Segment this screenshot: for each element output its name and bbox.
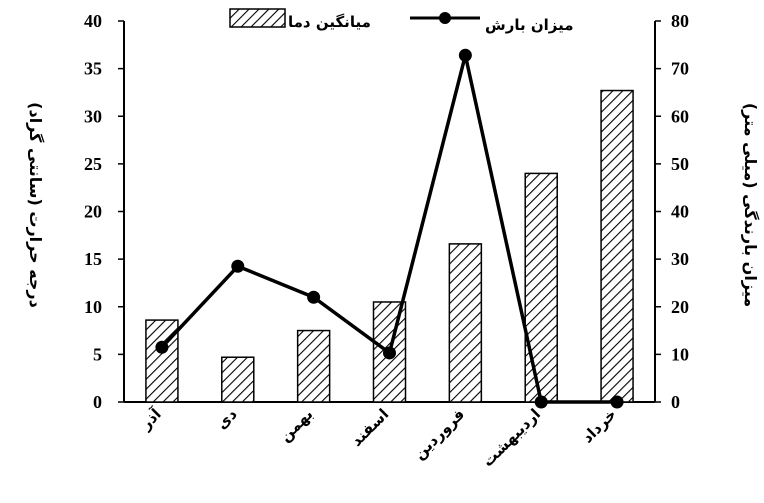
precipitation-point: [155, 340, 169, 354]
category-labels: آذر دی بهمن اسفند فروردین اردیبهشت خرداد: [136, 405, 620, 471]
left-axis-ticks: 0 5 10 15 20 25 30 35 40: [84, 11, 124, 412]
bar: [221, 356, 255, 403]
legend: میانگین دما میزان بارش: [229, 8, 574, 34]
left-tick-label: 35: [84, 59, 102, 79]
precipitation-point: [383, 346, 396, 360]
legend-line-marker: [439, 12, 451, 24]
category-label: خرداد: [578, 405, 619, 446]
category-label: دی: [213, 405, 241, 433]
precipitation-point: [231, 259, 245, 273]
right-tick-label: 20: [671, 297, 689, 317]
left-axis-title: درجه حرارت (سانتی گراد): [26, 102, 45, 308]
right-tick-label: 0: [671, 392, 680, 412]
right-tick-label: 50: [671, 154, 689, 174]
legend-bar-label: میانگین دما: [288, 13, 371, 31]
category-label: اردیبهشت: [479, 405, 544, 470]
left-tick-label: 25: [84, 154, 102, 174]
left-tick-label: 15: [84, 249, 102, 269]
left-tick-label: 40: [84, 11, 102, 31]
precipitation-point: [307, 290, 321, 304]
right-tick-label: 70: [671, 59, 689, 79]
left-tick-label: 0: [93, 392, 102, 412]
left-tick-label: 20: [84, 202, 102, 222]
left-tick-label: 5: [93, 344, 102, 364]
precipitation-point: [458, 48, 472, 62]
right-axis-title: میزان بارندگی (میلی متر): [741, 103, 760, 307]
category-label: بهمن: [276, 405, 316, 445]
bar: [296, 329, 331, 403]
precipitation-point: [610, 395, 624, 409]
left-tick-label: 30: [84, 106, 102, 126]
right-axis-ticks: 0 10 20 30 40 50 60 70 80: [655, 11, 689, 412]
legend-line-label: میزان بارش: [485, 16, 574, 34]
bar: [448, 243, 483, 403]
category-label: آذر: [136, 405, 165, 434]
bar: [600, 89, 634, 403]
line-series: [155, 48, 624, 409]
right-tick-label: 60: [671, 106, 689, 126]
right-tick-label: 10: [671, 344, 689, 364]
legend-bar-swatch: [229, 8, 286, 28]
right-tick-label: 40: [671, 202, 689, 222]
bar: [524, 172, 558, 403]
category-label: فروردین: [410, 405, 468, 463]
precipitation-point: [534, 395, 548, 409]
left-tick-label: 10: [84, 297, 102, 317]
category-label: اسفند: [347, 405, 392, 450]
right-tick-label: 80: [671, 11, 689, 31]
bar: [145, 319, 179, 403]
right-tick-label: 30: [671, 249, 689, 269]
